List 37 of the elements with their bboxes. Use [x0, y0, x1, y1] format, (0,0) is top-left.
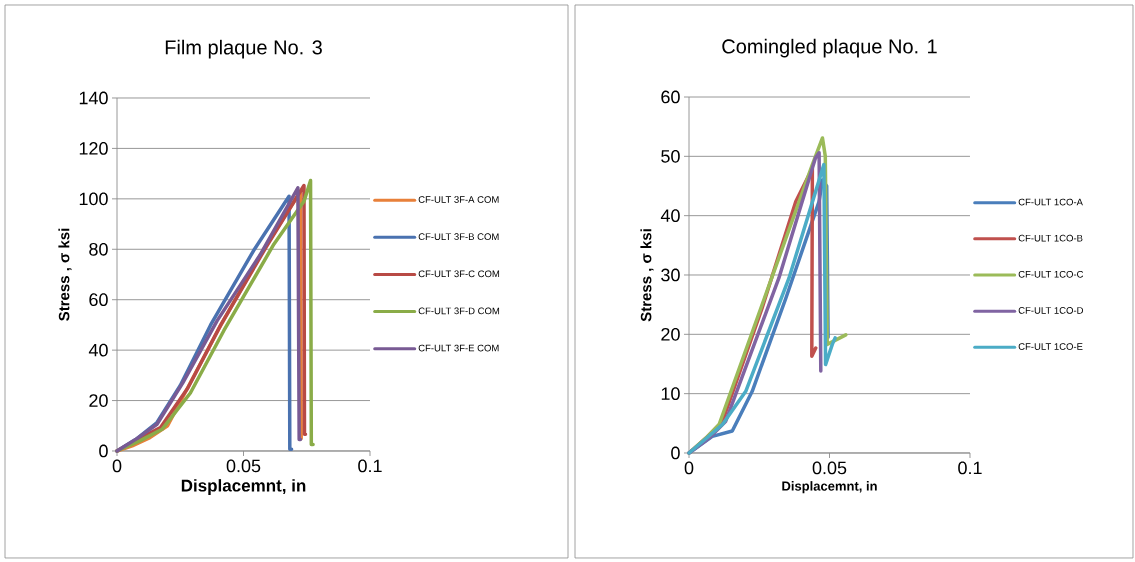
legend-label: CF-ULT 3F-B COM — [418, 233, 499, 241]
legend-label: CF-ULT 1CO-A — [1018, 198, 1083, 206]
y-tick-label: 30 — [661, 268, 680, 282]
y-tick-label: 0 — [99, 444, 108, 458]
y-tick-label: 10 — [661, 387, 680, 401]
legend-label: CF-ULT 3F-C COM — [418, 270, 500, 278]
x-tick-label: 0.05 — [226, 459, 261, 473]
y-axis-title: Stress , σ ksi — [640, 229, 654, 322]
y-tick-label: 20 — [661, 327, 680, 341]
y-tick-label: 40 — [88, 343, 108, 357]
legend-label: CF-ULT 1CO-B — [1018, 234, 1083, 242]
legend-label: CF-ULT 3F-D COM — [418, 307, 500, 315]
y-tick-label: 50 — [661, 149, 680, 163]
y-tick-label: 80 — [89, 242, 108, 256]
legend-label: CF-ULT 1CO-C — [1018, 270, 1084, 278]
chart-title: Film plaque No. 3 — [165, 39, 322, 59]
y-tick-label: 100 — [79, 192, 108, 206]
y-tick-label: 60 — [661, 90, 680, 104]
y-tick-label: 20 — [89, 394, 108, 407]
y-tick-label: 120 — [79, 142, 108, 155]
x-axis-title: Displacemnt, in — [782, 481, 877, 494]
chart-title: Comingled plaque No. 1 — [722, 38, 937, 58]
x-tick-label: 0.1 — [958, 461, 982, 475]
y-tick-label: 140 — [79, 91, 108, 105]
y-tick-label: 0 — [671, 446, 680, 460]
legend-label: CF-ULT 1CO-D — [1018, 307, 1084, 314]
legend-label: CF-ULT 3F-E COM — [418, 344, 499, 352]
x-tick-label: 0 — [112, 459, 122, 473]
legend-label: CF-ULT 3F-A COM — [418, 196, 499, 203]
y-tick-label: 40 — [660, 209, 680, 223]
y-axis-title: Stress , σ ksi — [58, 228, 72, 321]
x-tick-label: 0 — [684, 461, 694, 475]
x-axis-title: Displacemnt, in — [181, 479, 306, 495]
legend-label: CF-ULT 1CO-E — [1018, 343, 1083, 350]
x-tick-label: 0.1 — [358, 459, 382, 473]
x-tick-label: 0.05 — [812, 461, 847, 475]
y-tick-label: 60 — [89, 293, 108, 307]
